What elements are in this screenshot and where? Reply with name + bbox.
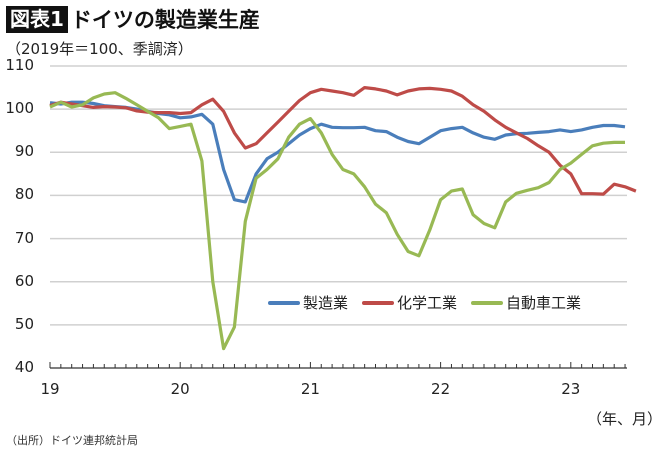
chart-title: 図表1 ドイツの製造業生産 — [6, 4, 260, 34]
legend-label: 自動車工業 — [506, 294, 582, 312]
legend-label: 製造業 — [303, 294, 349, 312]
x-tick-label: 23 — [561, 380, 581, 398]
y-tick-label: 90 — [14, 142, 34, 161]
legend-item-automotive: 自動車工業 — [471, 292, 581, 313]
y-tick-label: 70 — [14, 228, 34, 247]
figure-badge: 図表1 — [6, 5, 68, 33]
gridlines — [50, 65, 627, 326]
legend-swatch-red — [362, 300, 395, 305]
series-lines — [49, 85, 637, 351]
x-axis — [49, 362, 627, 369]
legend-swatch-blue — [268, 300, 300, 305]
legend: 製造業 化学工業 自動車工業 — [268, 292, 595, 313]
legend-label: 化学工業 — [397, 294, 458, 312]
x-tick-label: 21 — [300, 380, 320, 398]
x-tick-label: 22 — [431, 380, 451, 398]
legend-item-chemical: 化学工業 — [362, 292, 457, 313]
x-tick-label: 19 — [40, 380, 60, 398]
y-tick-label: 100 — [5, 99, 34, 118]
y-tick-label: 60 — [14, 271, 34, 290]
legend-swatch-green — [471, 300, 504, 305]
series-line-2 — [49, 91, 625, 351]
series-line-1 — [49, 85, 637, 196]
x-axis-unit: （年、月） — [586, 410, 662, 428]
y-tick-label: 110 — [5, 56, 34, 74]
y-tick-label: 40 — [14, 358, 34, 376]
y-tick-label: 80 — [14, 185, 34, 204]
y-tick-label: 50 — [14, 314, 34, 333]
legend-item-manufacturing: 製造業 — [268, 292, 348, 313]
x-tick-label: 20 — [170, 380, 190, 398]
source-note: （出所）ドイツ連邦統計局 — [6, 434, 138, 447]
chart-subtitle: （2019年＝100、季調済） — [6, 40, 193, 58]
figure-title: ドイツの製造業生産 — [70, 8, 260, 32]
